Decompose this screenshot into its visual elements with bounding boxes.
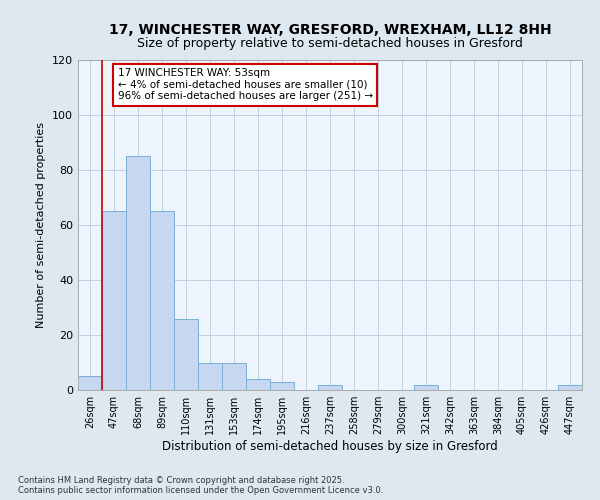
Bar [198, 362, 222, 390]
Bar [318, 384, 342, 390]
X-axis label: Distribution of semi-detached houses by size in Gresford: Distribution of semi-detached houses by … [162, 440, 498, 453]
Y-axis label: Number of semi-detached properties: Number of semi-detached properties [37, 122, 46, 328]
Text: 17 WINCHESTER WAY: 53sqm
← 4% of semi-detached houses are smaller (10)
96% of se: 17 WINCHESTER WAY: 53sqm ← 4% of semi-de… [118, 68, 373, 102]
Bar [558, 384, 582, 390]
Text: 17, WINCHESTER WAY, GRESFORD, WREXHAM, LL12 8HH: 17, WINCHESTER WAY, GRESFORD, WREXHAM, L… [109, 22, 551, 36]
Bar [222, 362, 246, 390]
Text: Contains HM Land Registry data © Crown copyright and database right 2025.
Contai: Contains HM Land Registry data © Crown c… [18, 476, 383, 495]
Bar [174, 318, 198, 390]
Bar [126, 156, 150, 390]
Bar [78, 376, 102, 390]
Bar [150, 211, 174, 390]
Text: Size of property relative to semi-detached houses in Gresford: Size of property relative to semi-detach… [137, 38, 523, 51]
Bar [102, 211, 126, 390]
Bar [246, 379, 270, 390]
Bar [270, 382, 294, 390]
Bar [414, 384, 438, 390]
